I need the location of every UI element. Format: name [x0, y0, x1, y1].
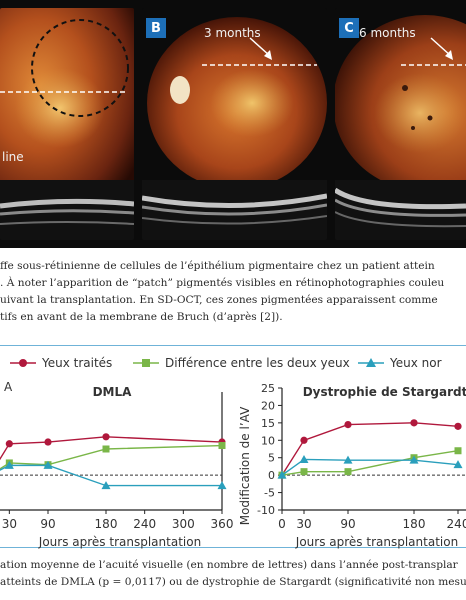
x-tick-label-stargardt: 30 [296, 517, 311, 531]
data-point-stargardt-1 [344, 468, 352, 476]
y-tick-label-stargardt: 20 [261, 399, 275, 412]
fundus-photo-baseline [0, 8, 134, 180]
data-point-dmla-1 [102, 445, 110, 453]
caption-line: ation moyenne de l’acuité visuelle (en n… [0, 559, 458, 571]
y-tick-label-stargardt: -5 [264, 487, 275, 500]
y-tick-label-stargardt: 25 [261, 382, 275, 395]
legend-marker-difference [142, 359, 150, 367]
panel-c-label: 6 months [359, 26, 416, 40]
oct-scan-baseline [0, 180, 134, 240]
series-line-dmla-1 [0, 444, 223, 470]
legend-label-treated: Yeux traités [41, 356, 112, 370]
x-tick-label-dmla: 90 [40, 517, 55, 531]
oct-scan-6-months [335, 180, 466, 240]
caption-line: uivant la transplantation. En SD-OCT, ce… [0, 294, 438, 306]
panel-6-months: C 6 months [335, 8, 466, 240]
y-axis-label: Modification de l’AV [238, 406, 252, 525]
x-axis-label-stargardt: Jours après transplantation [295, 535, 458, 549]
data-point-dmla-2 [101, 481, 111, 490]
legend-label-difference: Différence entre les deux yeux [165, 356, 350, 370]
legend-marker-normal [366, 358, 376, 367]
y-tick-label-stargardt: 0 [268, 469, 275, 482]
y-tick-label-stargardt: 15 [261, 417, 275, 430]
oct-scan-3-months [142, 180, 327, 240]
caption-line: tifs en avant de la membrane de Bruch (d… [0, 311, 283, 323]
x-axis-label-dmla: Jours après transplantation [38, 535, 201, 549]
data-point-stargardt-0 [454, 422, 462, 430]
series-line-dmla-0 [0, 436, 223, 461]
legend-label-normal: Yeux nor [389, 356, 442, 370]
legend-marker-treated [19, 359, 27, 367]
data-point-dmla-0 [102, 433, 110, 441]
x-tick-label-dmla: 30 [2, 517, 17, 531]
data-point-stargardt-0 [344, 421, 352, 429]
chart-dmla: A DMLA Jours après transplantation 30 90 1… [0, 380, 233, 549]
panel-3-months: B 3 months [142, 8, 327, 240]
caption-line: . À noter l’apparition de “patch” pigmen… [0, 277, 445, 289]
fundus-photo-3-months [142, 8, 327, 180]
data-point-stargardt-0 [410, 419, 418, 427]
x-tick-label-dmla: 360 [211, 517, 234, 531]
y-tick-label-stargardt: 5 [268, 452, 275, 465]
x-tick-label-dmla: 300 [172, 517, 195, 531]
caption-line: atteints de DMLA (p = 0,0117) ou de dyst… [0, 576, 466, 588]
x-tick-label-dmla: 240 [133, 517, 156, 531]
chart-panel-letter: A [4, 380, 13, 394]
x-tick-label-stargardt: 0 [278, 517, 286, 531]
x-tick-label-stargardt: 180 [403, 517, 426, 531]
panel-b-label: 3 months [204, 26, 261, 40]
chart-title-stargardt: Dystrophie de Stargardt [303, 385, 466, 399]
data-point-stargardt-2 [343, 455, 353, 464]
y-tick-label-stargardt: -10 [257, 504, 275, 517]
visual-acuity-figure: Yeux traités Différence entre les deux y… [0, 345, 466, 549]
x-tick-label-stargardt: 90 [340, 517, 355, 531]
figure-caption-bottom: ation moyenne de l’acuité visuelle (en n… [0, 557, 466, 591]
data-point-stargardt-1 [300, 468, 308, 476]
figure-caption-top: ffe sous-rétinienne de cellules de l’épi… [0, 258, 466, 326]
chart-stargardt: Dystrophie de Stargardt Jours après tran… [238, 382, 466, 549]
panel-c-letter: C [339, 18, 359, 38]
y-tick-label-stargardt: 10 [261, 434, 275, 447]
data-point-dmla-2 [4, 460, 14, 469]
data-point-stargardt-2 [299, 454, 309, 463]
legend: Yeux traités Différence entre les deux y… [10, 356, 442, 370]
x-tick-label-dmla: 180 [95, 517, 118, 531]
data-point-stargardt-0 [300, 436, 308, 444]
retinal-figure: line [0, 0, 466, 248]
data-point-stargardt-2 [453, 460, 463, 469]
visual-acuity-chart: Yeux traités Différence entre les deux y… [0, 356, 466, 549]
chart-title-dmla: DMLA [93, 385, 133, 399]
data-point-stargardt-2 [277, 470, 287, 479]
data-point-dmla-0 [5, 440, 13, 448]
data-point-dmla-1 [218, 442, 226, 450]
panel-b-letter: B [146, 18, 166, 38]
data-point-stargardt-2 [409, 455, 419, 464]
data-point-stargardt-1 [454, 447, 462, 455]
panel-baseline: line [0, 8, 134, 240]
data-point-dmla-2 [217, 481, 227, 490]
panel-a-label: line [2, 150, 24, 164]
data-point-dmla-0 [44, 438, 52, 446]
x-tick-label-stargardt: 240 [447, 517, 466, 531]
data-point-dmla-2 [43, 460, 53, 469]
caption-line: ffe sous-rétinienne de cellules de l’épi… [0, 260, 435, 272]
